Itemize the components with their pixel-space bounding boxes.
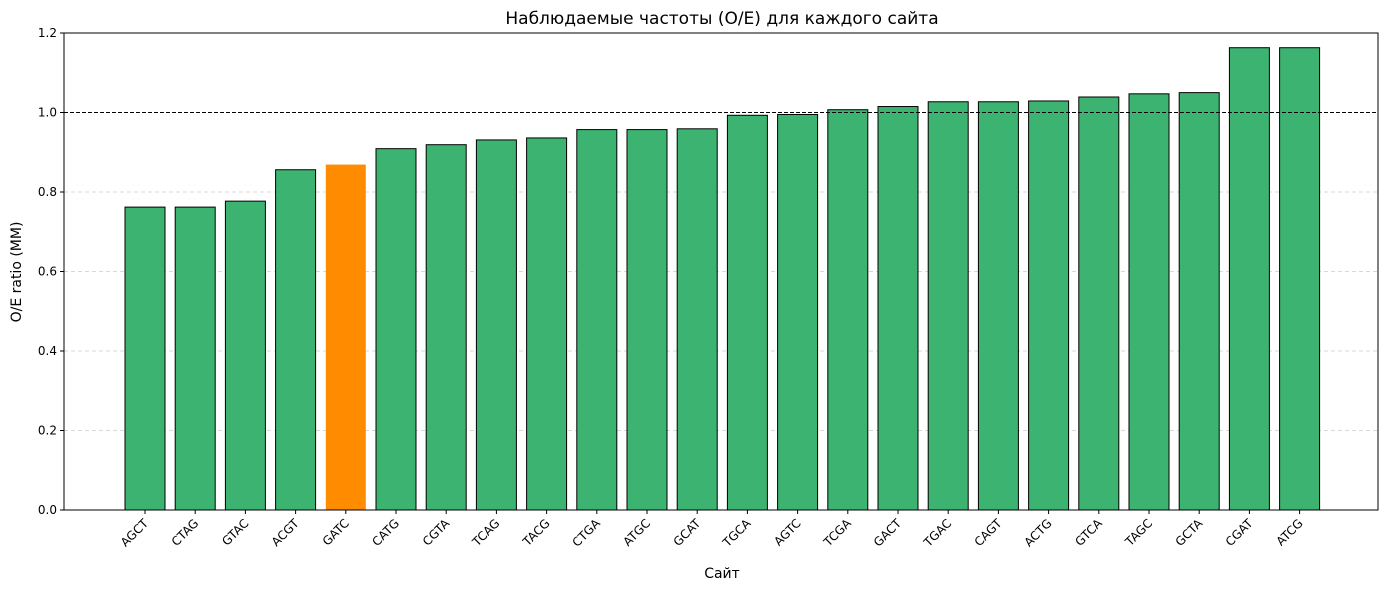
x-axis-label: Сайт [704, 566, 740, 582]
bar-ctga [576, 129, 618, 511]
x-tick-label: ACTG [1021, 516, 1054, 549]
x-tick-label: CATG [369, 516, 402, 549]
x-tick-label: AGCT [118, 516, 152, 550]
y-axis-ticks: 0.0 0.2 0.4 0.6 0.8 1.0 1.2 [38, 26, 64, 517]
y-tick-label: 0.8 [38, 185, 57, 199]
x-tick-label: GCAT [671, 516, 704, 549]
x-axis-ticks: AGCT CTAG GTAC ACGT GATC CATG CGTA TCAG TACG CTGA… [118, 510, 1306, 550]
x-tick-label: GTAC [219, 516, 251, 548]
bar-gtac [224, 200, 266, 511]
y-tick-label: 0.4 [38, 344, 57, 358]
x-tick-label: TCGA [820, 516, 854, 550]
x-tick-label: GTCA [1072, 516, 1105, 549]
bar-gcta [1178, 92, 1220, 511]
bar-gcat [676, 128, 718, 511]
x-tick-label: TCAG [469, 516, 502, 549]
x-tick-label: GCTA [1173, 516, 1206, 549]
y-axis-label: O/E ratio (MM) [9, 222, 25, 323]
bar-agct [124, 206, 166, 511]
y-tick-label: 0.2 [38, 424, 57, 438]
bar-agtc [777, 113, 819, 511]
bar-atgc [626, 129, 668, 511]
x-tick-label: CAGT [972, 516, 1005, 549]
bar-atcg [1279, 47, 1321, 511]
x-tick-label: TACG [519, 516, 552, 549]
y-tick-label: 1.0 [38, 106, 57, 120]
chart-title: Наблюдаемые частоты (O/E) для каждого са… [505, 9, 938, 29]
bar-tcga [827, 109, 869, 511]
x-tick-label: CTAG [169, 516, 202, 549]
bars [124, 47, 1321, 511]
bar-actg [1028, 100, 1070, 511]
x-tick-label: ATCG [1273, 516, 1305, 548]
x-tick-label: TAGC [1122, 516, 1155, 549]
x-tick-label: TGAC [920, 516, 954, 550]
bar-acgt [275, 169, 317, 511]
bar-gtca [1078, 96, 1120, 511]
bar-tacg [526, 137, 568, 511]
x-tick-label: AGTC [771, 516, 803, 548]
x-tick-label: CGAT [1223, 516, 1256, 549]
y-tick-label: 0.0 [38, 503, 57, 517]
bar-ctag [174, 206, 216, 511]
x-tick-label: GACT [871, 516, 905, 550]
bar-tcag [475, 139, 517, 511]
x-tick-label: TGCA [719, 516, 754, 551]
bar-tgac [927, 101, 969, 511]
x-tick-label: CTGA [570, 516, 604, 550]
bar-gact [877, 106, 919, 511]
bar-cagt [977, 101, 1019, 511]
x-tick-label: CGTA [420, 516, 453, 549]
x-tick-label: ACGT [269, 516, 302, 549]
y-tick-label: 0.6 [38, 265, 57, 279]
bar-tgca [726, 114, 768, 511]
bar-gatc [325, 164, 366, 510]
x-tick-label: ATGC [620, 516, 653, 549]
x-tick-label: GATC [320, 516, 352, 548]
bar-tagc [1128, 93, 1170, 511]
bar-cgat [1228, 47, 1270, 511]
bar-catg [375, 148, 417, 511]
bar-cgta [425, 144, 467, 511]
y-tick-label: 1.2 [38, 26, 57, 40]
